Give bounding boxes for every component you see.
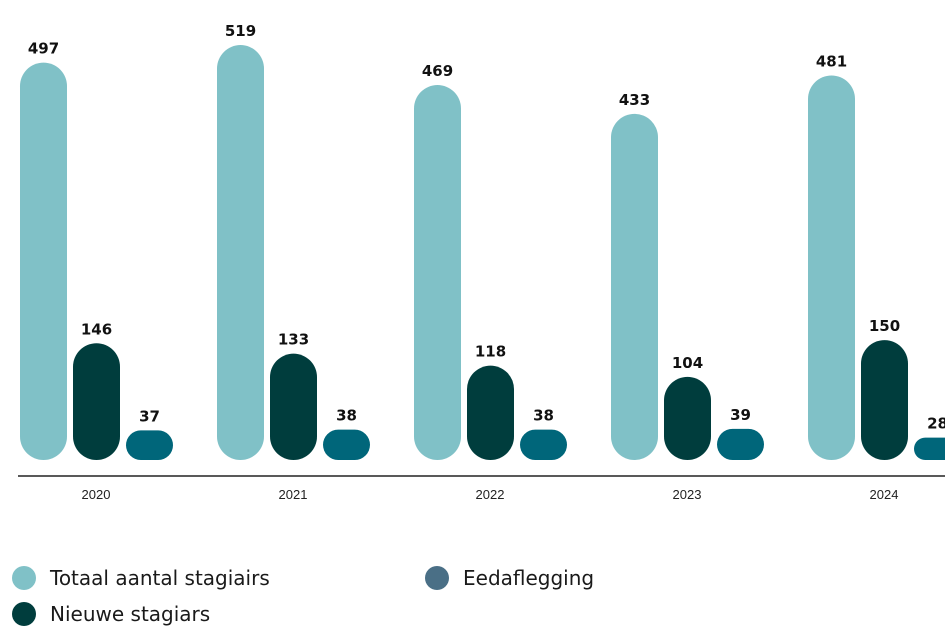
legend-swatch-nieuwe [12, 602, 36, 626]
value-label-totaal-2023: 433 [619, 91, 650, 109]
value-label-totaal-2020: 497 [28, 40, 59, 58]
bar-nieuwe-2022 [467, 365, 514, 460]
x-tick-labels-layer: 2020 2021 2022 2023 2024 [82, 487, 899, 502]
value-label-eed-2021: 38 [336, 407, 357, 425]
legend-swatch-eed [425, 566, 449, 590]
x-tick-label-2022: 2022 [476, 487, 505, 502]
value-label-nieuwe-2020: 146 [81, 320, 112, 338]
bar-totaal-2022 [414, 85, 461, 461]
value-label-nieuwe-2022: 118 [475, 343, 506, 361]
value-label-eed-2023: 39 [730, 406, 751, 424]
x-tick-label-2020: 2020 [82, 487, 111, 502]
bar-nieuwe-2023 [664, 376, 711, 460]
value-labels-layer: 497 146 37 519 133 38 469 118 38 433 104 39 481 150 28 [28, 22, 945, 433]
x-tick-label-2023: 2023 [673, 487, 702, 502]
bar-nieuwe-2020 [73, 343, 120, 460]
value-label-eed-2020: 37 [139, 407, 160, 425]
bars-layer [20, 45, 945, 461]
bar-totaal-2020 [20, 62, 67, 460]
bar-eed-2021 [323, 429, 370, 460]
bar-totaal-2023 [611, 113, 658, 460]
x-tick-label-2024: 2024 [870, 487, 899, 502]
bar-eed-2023 [717, 428, 764, 460]
value-label-eed-2024: 28 [927, 415, 945, 433]
legend-swatch-totaal [12, 566, 36, 590]
legend-label-totaal: Totaal aantal stagiairs [49, 566, 270, 590]
value-label-nieuwe-2024: 150 [869, 317, 900, 335]
bar-eed-2020 [126, 430, 173, 460]
legend: Totaal aantal stagiairs Nieuwe stagiars Ee… [12, 566, 594, 626]
legend-label-eed: Eedaflegging [463, 566, 594, 590]
value-label-totaal-2022: 469 [422, 62, 453, 80]
value-label-totaal-2021: 519 [225, 22, 256, 40]
bar-totaal-2021 [217, 45, 264, 460]
x-tick-label-2021: 2021 [279, 487, 308, 502]
value-label-nieuwe-2021: 133 [278, 331, 309, 349]
bar-totaal-2024 [808, 75, 855, 461]
value-label-nieuwe-2023: 104 [672, 354, 703, 372]
bar-nieuwe-2021 [270, 353, 317, 460]
value-label-eed-2022: 38 [533, 407, 554, 425]
bar-eed-2024 [914, 437, 945, 460]
legend-label-nieuwe: Nieuwe stagiars [50, 602, 210, 626]
bar-eed-2022 [520, 429, 567, 460]
bar-nieuwe-2024 [861, 340, 908, 460]
value-label-totaal-2024: 481 [816, 52, 847, 70]
